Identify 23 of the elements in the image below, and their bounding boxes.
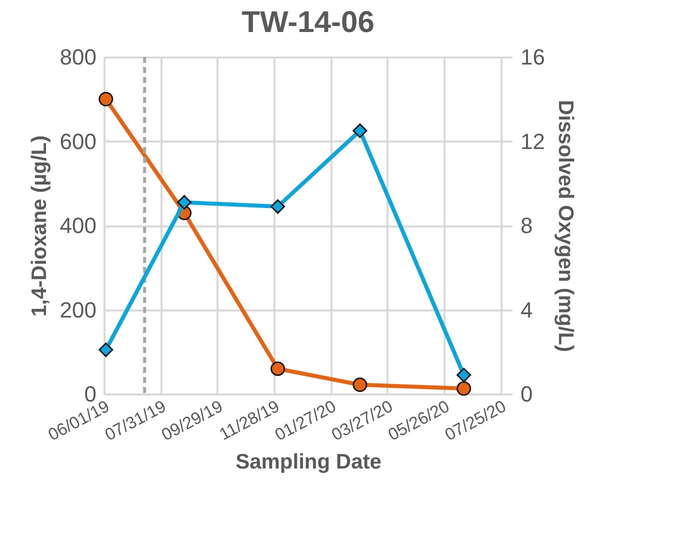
- y2-tick-label: 12: [520, 128, 545, 154]
- point: [98, 342, 114, 358]
- y-tick-label: 600: [60, 128, 96, 154]
- y2-tick-label: 16: [520, 44, 545, 70]
- point: [456, 368, 472, 382]
- y-tick-label: 200: [60, 297, 96, 322]
- y2-tick-label: 0: [520, 382, 533, 406]
- y2-tick-label: 8: [520, 213, 533, 238]
- point: [270, 361, 286, 376]
- y2-axis-title: Dissolved Oxygen (mg/L): [554, 100, 577, 352]
- y-axis-title: 1,4-Dioxane (µg/L): [28, 135, 51, 317]
- y-tick-label: 400: [60, 213, 96, 238]
- y-tick-label: 0: [84, 382, 96, 406]
- y-tick-label: 800: [60, 44, 96, 70]
- chart-title: TW-14-06: [242, 6, 374, 39]
- point: [98, 92, 114, 106]
- point: [352, 377, 368, 392]
- x-axis-title: Sampling Date: [236, 450, 382, 474]
- y2-tick-label: 4: [520, 297, 533, 322]
- point: [352, 123, 368, 138]
- point: [177, 195, 192, 210]
- point: [456, 381, 472, 396]
- point: [270, 199, 286, 214]
